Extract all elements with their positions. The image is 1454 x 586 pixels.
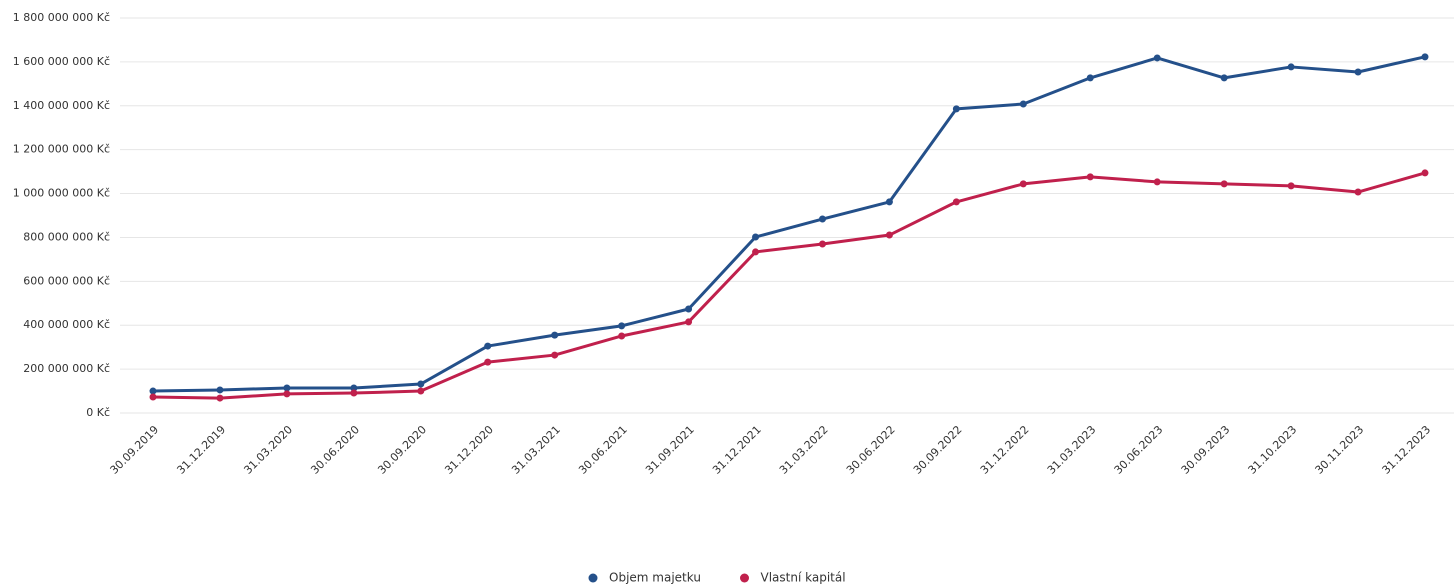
data-point [1354, 188, 1362, 196]
x-tick-label: 31.09.2021 [643, 423, 697, 477]
data-point [484, 342, 492, 350]
x-tick-label: 30.09.2023 [1179, 423, 1233, 477]
data-point [484, 358, 492, 366]
data-point [149, 393, 157, 401]
y-tick-label: 1 800 000 000 Kč [13, 11, 110, 24]
x-tick-label: 30.06.2023 [1112, 423, 1166, 477]
x-tick-label: 31.12.2022 [978, 423, 1032, 477]
y-tick-label: 1 000 000 000 Kč [13, 187, 110, 200]
data-point [885, 198, 893, 206]
data-point [350, 384, 358, 392]
legend-marker [588, 573, 598, 583]
x-tick-label: 31.12.2021 [710, 423, 764, 477]
data-point [1019, 180, 1027, 188]
data-point [1153, 178, 1161, 186]
data-point [818, 215, 826, 223]
data-point [752, 248, 760, 256]
data-point [685, 305, 693, 313]
data-point [1287, 63, 1295, 71]
series-line [152, 55, 1426, 393]
data-point [350, 389, 358, 397]
data-point [283, 384, 291, 392]
y-tick-label: 1 400 000 000 Kč [13, 99, 110, 112]
x-tick-label: 30.06.2021 [576, 423, 630, 477]
x-tick-label: 30.06.2022 [844, 423, 898, 477]
y-tick-label: 200 000 000 Kč [23, 362, 110, 375]
y-tick-label: 600 000 000 Kč [23, 274, 110, 287]
x-tick-label: 31.10.2023 [1246, 423, 1300, 477]
data-point [417, 380, 425, 388]
x-tick-label: 31.12.2023 [1380, 423, 1434, 477]
data-point [1220, 74, 1228, 82]
x-tick-label: 30.09.2019 [108, 423, 162, 477]
data-point [885, 231, 893, 239]
data-point [551, 351, 559, 359]
y-tick-label: 1 200 000 000 Kč [13, 143, 110, 156]
x-tick-label: 31.12.2020 [442, 423, 496, 477]
x-tick-label: 31.03.2022 [777, 423, 831, 477]
x-tick-label: 31.03.2023 [1045, 423, 1099, 477]
data-point [1019, 100, 1027, 108]
x-tick-label: 31.03.2021 [509, 423, 563, 477]
data-point [752, 233, 760, 241]
x-tick-label: 31.03.2020 [241, 423, 295, 477]
data-point [618, 332, 626, 340]
series-line [152, 171, 1426, 400]
data-point [216, 394, 224, 402]
data-point [551, 331, 559, 339]
y-tick-label: 0 Kč [86, 406, 110, 419]
x-tick-label: 31.12.2019 [174, 423, 228, 477]
x-tick-label: 30.09.2020 [375, 423, 429, 477]
data-point [952, 198, 960, 206]
data-point [1220, 180, 1228, 188]
x-tick-label: 30.09.2022 [911, 423, 965, 477]
data-point [149, 387, 157, 395]
data-point [1086, 74, 1094, 82]
data-point [818, 240, 826, 248]
legend: Objem majetku Vlastní kapitál [588, 571, 846, 585]
data-point [216, 386, 224, 394]
legend-label: Vlastní kapitál [761, 571, 846, 585]
legend-label: Objem majetku [609, 571, 701, 585]
data-point [685, 318, 693, 326]
data-point [618, 322, 626, 330]
data-point [1153, 54, 1161, 62]
data-point [1421, 53, 1429, 61]
y-tick-label: 1 600 000 000 Kč [13, 55, 110, 68]
data-point [952, 105, 960, 113]
data-point [283, 390, 291, 398]
data-point [417, 387, 425, 395]
data-point [1421, 169, 1429, 177]
data-point [1354, 68, 1362, 76]
data-point [1086, 173, 1094, 181]
data-point [1287, 182, 1295, 190]
y-tick-label: 800 000 000 Kč [23, 230, 110, 243]
x-tick-label: 30.11.2023 [1313, 423, 1367, 477]
y-tick-label: 400 000 000 Kč [23, 318, 110, 331]
x-tick-label: 30.06.2020 [308, 423, 362, 477]
legend-marker [740, 573, 749, 583]
